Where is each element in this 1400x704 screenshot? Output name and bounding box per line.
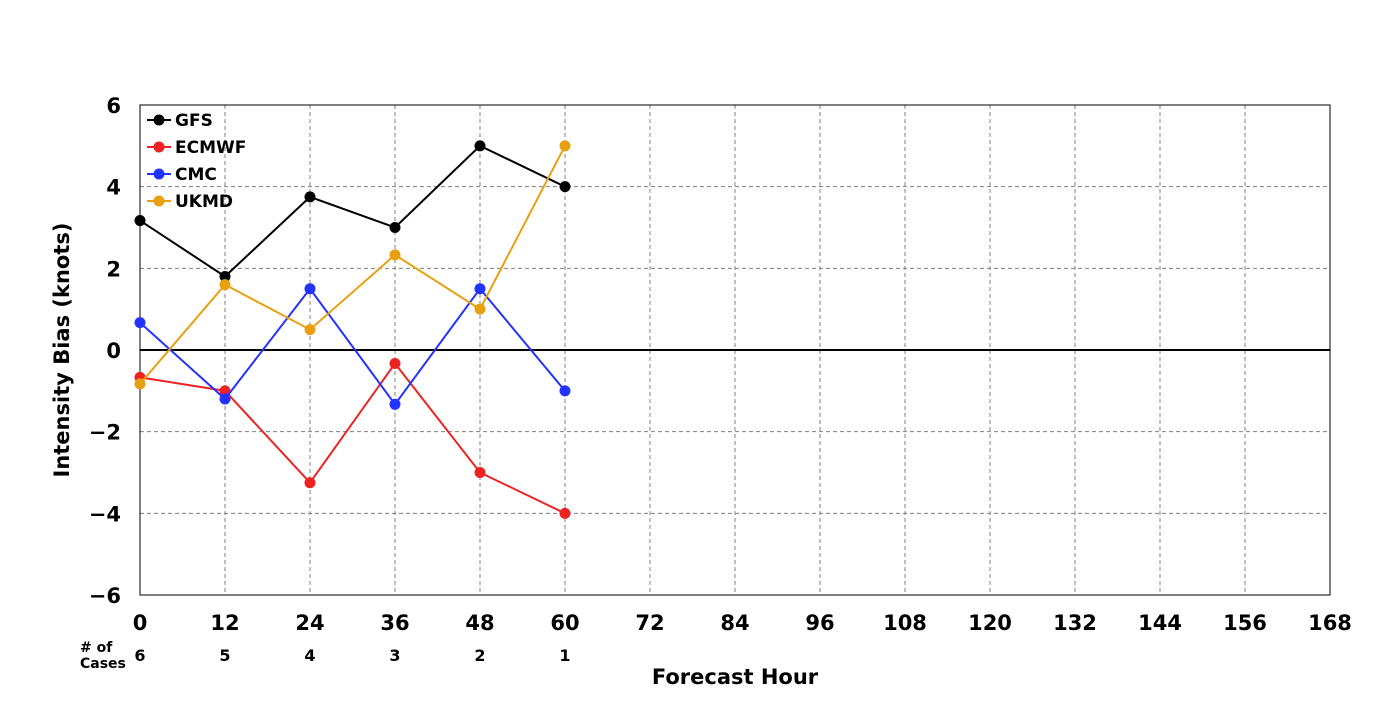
legend-item-gfs: GFS	[147, 111, 213, 131]
legend-item-ecmwf: ECMWF	[147, 138, 246, 158]
legend: GFS ECMWF CMC UKMD	[147, 111, 246, 212]
data-point-cmc	[389, 398, 401, 410]
y-axis-title: Intensity Bias (knots)	[50, 223, 74, 478]
legend-label: CMC	[175, 165, 217, 185]
cases-count: 1	[559, 646, 570, 665]
series-cmc	[134, 283, 571, 410]
x-tick-label: 108	[883, 611, 927, 635]
legend-label: UKMD	[175, 192, 233, 212]
y-tick-label: 4	[106, 176, 121, 200]
cases-count: 5	[219, 646, 230, 665]
series-ukmd	[134, 140, 571, 390]
data-point-gfs	[474, 140, 486, 152]
legend-swatch-marker	[153, 168, 165, 180]
x-tick-label: 132	[1053, 611, 1097, 635]
data-point-gfs	[559, 181, 571, 193]
x-tick-label: 144	[1138, 611, 1182, 635]
series-gfs	[134, 140, 571, 282]
data-point-cmc	[134, 317, 146, 329]
x-tick-label: 12	[210, 611, 239, 635]
x-tick-label: 84	[720, 611, 749, 635]
data-point-cmc	[474, 283, 486, 295]
y-tick-label: 0	[106, 339, 121, 363]
y-tick-label: −6	[89, 584, 121, 608]
series-ecmwf	[134, 357, 571, 519]
data-point-ukmd	[304, 324, 316, 336]
data-point-gfs	[219, 271, 231, 282]
series-line-ecmwf	[139, 361, 566, 515]
data-point-ecmwf	[219, 385, 231, 397]
cases-label-line2: Cases	[80, 656, 126, 672]
y-tick-label: −4	[89, 502, 121, 526]
legend-swatch-marker	[153, 114, 165, 126]
x-tick-label: 36	[380, 611, 409, 635]
x-tick-label: 24	[295, 611, 324, 635]
cases-row: # of Cases 6 5 4 3 2 1	[80, 640, 571, 672]
legend-swatch-marker	[153, 195, 165, 207]
series-line-gfs	[139, 144, 566, 278]
data-point-gfs	[389, 222, 401, 233]
cases-count: 6	[134, 646, 145, 665]
cases-count: 3	[389, 646, 400, 665]
series-line-cmc	[139, 287, 566, 406]
plot-frame	[139, 104, 1331, 596]
data-point-gfs	[304, 191, 316, 203]
data-point-ecmwf	[304, 477, 316, 489]
x-tick-labels: 0 12 24 36 48 60 72 84 96 108 120 132 144 156 168	[133, 611, 1352, 635]
data-point-cmc	[219, 393, 231, 405]
series-lines	[134, 140, 571, 519]
x-tick-label: 48	[465, 611, 494, 635]
legend-swatch-marker	[153, 141, 165, 153]
x-tick-label: 168	[1308, 611, 1352, 635]
x-axis-title: Forecast Hour	[652, 665, 819, 689]
data-point-ukmd	[474, 303, 486, 315]
data-point-ukmd	[134, 378, 146, 390]
x-tick-label: 72	[635, 611, 664, 635]
x-tick-label: 96	[805, 611, 834, 635]
y-tick-label: −2	[89, 421, 121, 445]
x-tick-label: 120	[968, 611, 1012, 635]
data-point-cmc	[559, 385, 571, 397]
cases-count: 4	[304, 646, 315, 665]
y-tick-labels: −6 −4 −2 0 2 4 6	[89, 94, 121, 608]
legend-label: ECMWF	[175, 138, 246, 158]
data-point-ukmd	[389, 249, 401, 261]
x-tick-label: 60	[550, 611, 579, 635]
data-point-ecmwf	[474, 467, 486, 478]
cases-count: 2	[474, 646, 485, 665]
x-tick-label: 156	[1223, 611, 1267, 635]
y-tick-label: 2	[106, 257, 121, 281]
legend-item-cmc: CMC	[147, 165, 217, 185]
data-point-ecmwf	[389, 357, 401, 369]
data-point-ukmd	[559, 140, 571, 152]
legend-item-ukmd: UKMD	[147, 192, 233, 212]
x-tick-label: 0	[133, 611, 148, 635]
y-tick-label: 6	[106, 94, 121, 118]
data-point-ukmd	[219, 279, 231, 291]
series-line-ukmd	[139, 145, 566, 385]
data-point-gfs	[134, 215, 146, 227]
legend-label: GFS	[175, 111, 213, 131]
data-point-cmc	[304, 283, 316, 295]
cases-label-line1: # of	[80, 640, 113, 656]
data-point-ecmwf	[559, 507, 571, 519]
